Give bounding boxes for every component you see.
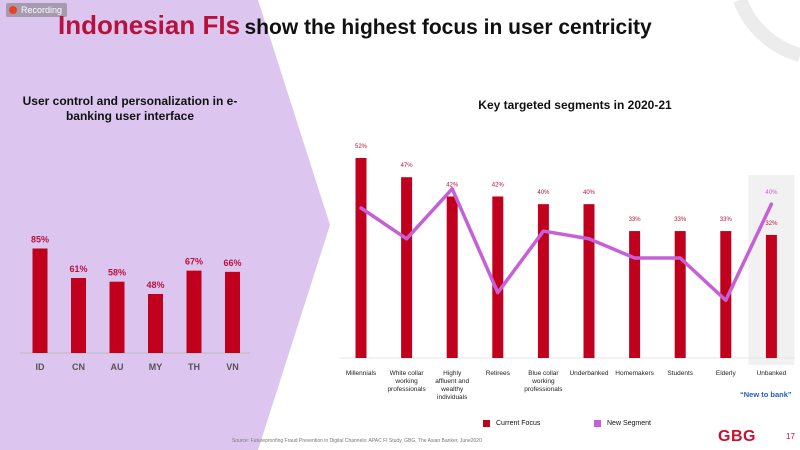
right-bar-value-label: 42%: [492, 182, 505, 188]
page-title: Indonesian FIs show the highest focus in…: [58, 10, 652, 45]
right-bar: [765, 234, 777, 358]
title-highlight: Indonesian FIs: [58, 10, 241, 40]
legend-swatch-new: [594, 420, 601, 427]
left-bar-chart: 85% ID 61% CN 58% AU 48% MY 67% TH 66% VN: [20, 235, 250, 372]
right-bar: [446, 196, 458, 358]
left-bar: [148, 293, 163, 353]
left-bar-value-label: 66%: [223, 258, 241, 268]
right-bar: [629, 231, 641, 358]
left-bar-value-label: 61%: [69, 264, 87, 274]
left-bar: [71, 278, 86, 353]
right-bar-value-label: 47%: [401, 163, 414, 169]
left-bar-value-label: 67%: [185, 257, 203, 267]
corner-arc: [733, 0, 800, 62]
left-category-label: VN: [226, 362, 239, 372]
new-segment-line: [359, 187, 774, 303]
right-chart-title: Key targeted segments in 2020-21: [478, 98, 672, 112]
right-category-label: Blue collar working professionals: [524, 370, 563, 393]
right-bar: [720, 231, 732, 358]
page-number: 17: [786, 432, 795, 441]
right-bar-value-label: 32%: [765, 221, 778, 227]
left-bar: [32, 248, 48, 353]
right-bar: [583, 204, 595, 358]
right-category-label: Retirees: [486, 370, 511, 377]
left-category-label: AU: [111, 362, 124, 372]
right-bar-value-label: 42%: [446, 182, 459, 188]
right-category-label: White collar working professionals: [387, 370, 426, 393]
right-bar-value-label: 40%: [537, 190, 550, 196]
legend-label-new: New Segment: [607, 420, 651, 427]
legend-new-segment: New Segment: [594, 420, 651, 427]
right-bar-value-label: 52%: [355, 144, 368, 150]
right-combo-chart: 52% Millennials 47% White collar working prof…: [340, 144, 795, 400]
right-bar: [492, 196, 504, 358]
right-category-label: Unbanked: [757, 370, 787, 377]
left-category-label: MY: [149, 362, 163, 372]
recording-label: Recording: [21, 5, 63, 15]
right-bar-value-label: 33%: [629, 217, 642, 223]
left-bar: [186, 270, 202, 353]
right-category-label: Highly affluent and wealthy individuals: [435, 370, 469, 400]
left-category-label: CN: [72, 362, 85, 372]
left-bar-value-label: 58%: [108, 268, 126, 278]
right-bar: [537, 204, 549, 358]
legend-current-focus: Current Focus: [483, 420, 540, 427]
new-to-bank-note: “New to bank”: [740, 390, 792, 399]
right-bar: [355, 158, 367, 358]
left-chart-title: User control and personalization in e-ba…: [22, 94, 238, 123]
recording-indicator[interactable]: Recording: [6, 3, 68, 17]
legend-label-current: Current Focus: [496, 420, 541, 427]
right-category-label: Underbanked: [569, 370, 608, 377]
new-segment-value-label: 40%: [765, 190, 778, 196]
right-category-label: Elderly: [716, 370, 737, 377]
left-category-label: ID: [36, 362, 46, 372]
right-category-label: Students: [667, 370, 693, 377]
right-bar-value-label: 33%: [720, 217, 733, 223]
left-category-label: TH: [188, 362, 200, 372]
right-bar-value-label: 40%: [583, 190, 596, 196]
left-bar: [109, 281, 125, 353]
left-bar: [225, 271, 240, 353]
legend-swatch-current: [483, 420, 490, 427]
right-bar-value-label: 33%: [674, 217, 687, 223]
source-note: Source: Futureproofing Fraud Prevention …: [232, 438, 482, 444]
left-bar-value-label: 48%: [146, 280, 164, 290]
right-bar: [674, 231, 686, 358]
record-dot-icon: [9, 6, 17, 14]
left-bar-value-label: 85%: [31, 235, 49, 245]
gbg-logo: GBG: [718, 428, 756, 445]
right-bar: [401, 177, 413, 358]
right-category-label: Homemakers: [615, 370, 654, 377]
right-category-label: Millennials: [346, 370, 377, 377]
title-rest: show the highest focus in user centricit…: [244, 16, 652, 39]
